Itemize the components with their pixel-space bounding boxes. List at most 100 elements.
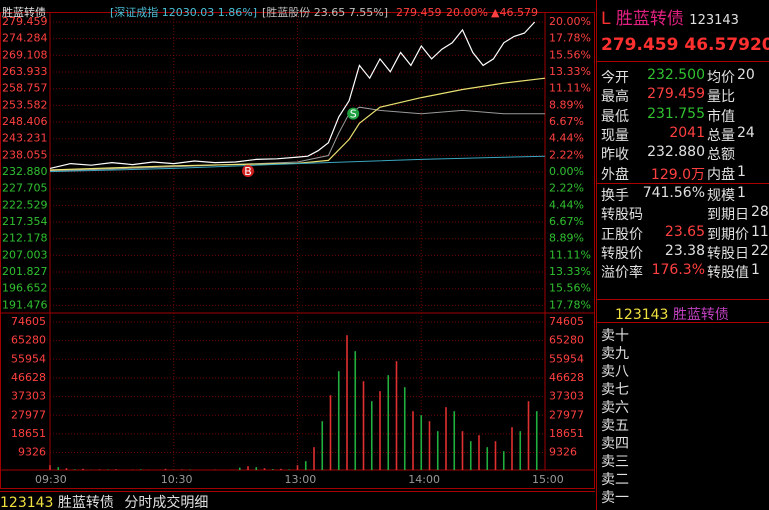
pct-tick-label: 15.56%	[549, 48, 591, 61]
quote-row: 最高 279.459 量比	[601, 86, 769, 105]
quote-label: 均价	[707, 70, 735, 86]
pct-tick-label: 17.78%	[549, 32, 591, 45]
status-tab[interactable]: 分时成交明细	[124, 495, 209, 510]
price-tick-label: 269.108	[2, 48, 48, 61]
quote-label: 到期日	[707, 207, 749, 224]
volume-bar	[478, 435, 480, 470]
quote-label: 最低	[601, 108, 629, 125]
quote-value: 176.3%	[651, 262, 705, 279]
quote-value: 232.500	[647, 67, 705, 83]
price-tick-label: 227.705	[2, 182, 48, 195]
volume-bar	[98, 469, 101, 470]
volume-bar	[486, 447, 489, 470]
quote-label: 现量	[601, 127, 629, 144]
quote-value: 1	[751, 262, 760, 279]
volume-bar	[428, 421, 431, 470]
header-pct: 20.00%	[446, 6, 488, 19]
quote-value: 1	[737, 163, 746, 180]
volume-bar	[164, 468, 167, 470]
quote-value: 24	[737, 124, 755, 141]
pct-tick-label: 11.11%	[549, 248, 591, 261]
order-book-label: 卖八	[601, 364, 629, 380]
pct-tick-label: 0.00%	[549, 165, 584, 178]
price-tick-label: 207.003	[2, 248, 48, 261]
volume-tick-label: 74605	[11, 315, 46, 328]
order-book-label: 卖四	[601, 436, 629, 452]
pct-tick-label: 13.33%	[549, 265, 591, 278]
price-tick-label: 258.757	[2, 82, 48, 95]
header-bg	[0, 0, 595, 12]
volume-bar	[370, 401, 373, 470]
quote-row: 溢价率 176.3% 转股值 1	[601, 262, 769, 281]
price-tick-label: 191.476	[2, 298, 48, 311]
quote-value: 23.38	[664, 242, 705, 259]
pct-tick-label: 6.67%	[549, 215, 584, 228]
status-name: 胜蓝转债	[57, 495, 114, 510]
volume-bar	[296, 465, 299, 470]
pct-tick-label: 11.11%	[549, 82, 591, 95]
panel-code: 123143	[689, 13, 739, 28]
volume-bar	[263, 468, 266, 470]
quote-label: 换手	[601, 188, 629, 204]
time-tick-label: 13:00	[285, 473, 317, 486]
volume-bar	[346, 335, 348, 470]
volume-bar	[519, 431, 522, 470]
price-tick-label: 279.459	[2, 15, 48, 28]
pct-tick-label: 2.22%	[549, 182, 584, 195]
pct-tick-label: 20.00%	[549, 15, 591, 28]
volume-bar	[321, 421, 324, 470]
volume-tick-label: 46628	[11, 371, 46, 384]
price-tick-label: 232.880	[2, 165, 48, 178]
chart-frame	[0, 12, 595, 489]
panel-price: 279.459	[601, 35, 679, 55]
volume-bar	[255, 467, 258, 470]
volume-bar	[280, 468, 282, 470]
volume-tick-label-right: 9326	[549, 446, 577, 459]
quote-panel: L 胜蓝转债 123143 279.459 46.57920. 123143 胜…	[596, 0, 769, 510]
time-tick-label: 14:00	[408, 473, 440, 486]
volume-tick-label-right: 27977	[549, 408, 584, 421]
price-tick-label: 248.406	[2, 115, 48, 128]
volume-bar	[73, 469, 76, 470]
quote-row: 外盘 129.0万 内盘 1	[601, 164, 769, 183]
quote-label: 市值	[707, 108, 735, 125]
pct-tick-label: 8.89%	[549, 232, 584, 245]
trade-marker-label: S	[350, 108, 357, 121]
price-tick-label: 196.652	[2, 282, 48, 295]
quote-value: 20	[737, 67, 755, 83]
price-tick-label: 238.055	[2, 148, 48, 161]
price-line	[49, 21, 536, 169]
price-tick-label: 274.284	[2, 32, 48, 45]
volume-bar	[387, 375, 390, 470]
price-tick-label: 253.582	[2, 98, 48, 111]
price-tick-label: 263.933	[2, 65, 48, 78]
quote-label: 规模	[707, 188, 735, 204]
quote-label: 最高	[601, 89, 629, 106]
quote-row: 转股码 到期日 28	[601, 204, 769, 223]
header-change: ▲46.579	[491, 6, 538, 19]
volume-bar	[379, 391, 381, 470]
volume-tick-label-right: 37303	[549, 390, 584, 403]
volume-bar	[469, 441, 472, 470]
volume-bar	[511, 427, 513, 470]
header-index: [深证成指 12030.03 1.86%]	[110, 5, 257, 19]
order-book-label: 卖二	[601, 472, 629, 488]
volume-bar	[436, 431, 439, 470]
volume-bar	[494, 441, 497, 470]
quote-value: 11	[751, 223, 769, 240]
volume-bar	[395, 361, 398, 470]
volume-bar	[57, 467, 60, 470]
intraday-chart: 胜蓝转债 [深证成指 12030.03 1.86%] [胜蓝股份 23.65 7…	[0, 0, 595, 489]
order-book-label: 卖七	[601, 382, 629, 398]
price-tick-label: 212.178	[2, 232, 48, 245]
quote-row: 正股价 23.65 到期价 11	[601, 224, 769, 243]
volume-tick-label: 55954	[11, 352, 46, 365]
status-bar: 123143 胜蓝转债 分时成交明细	[0, 491, 595, 510]
pct-tick-label: 6.67%	[549, 115, 584, 128]
trade-marker-label: B	[244, 165, 252, 178]
trade-marker	[347, 107, 360, 120]
quote-label: 总额	[707, 147, 735, 164]
quote-label: 今开	[601, 70, 629, 86]
quote-label: 转股值	[707, 265, 749, 282]
volume-bar	[362, 381, 365, 470]
